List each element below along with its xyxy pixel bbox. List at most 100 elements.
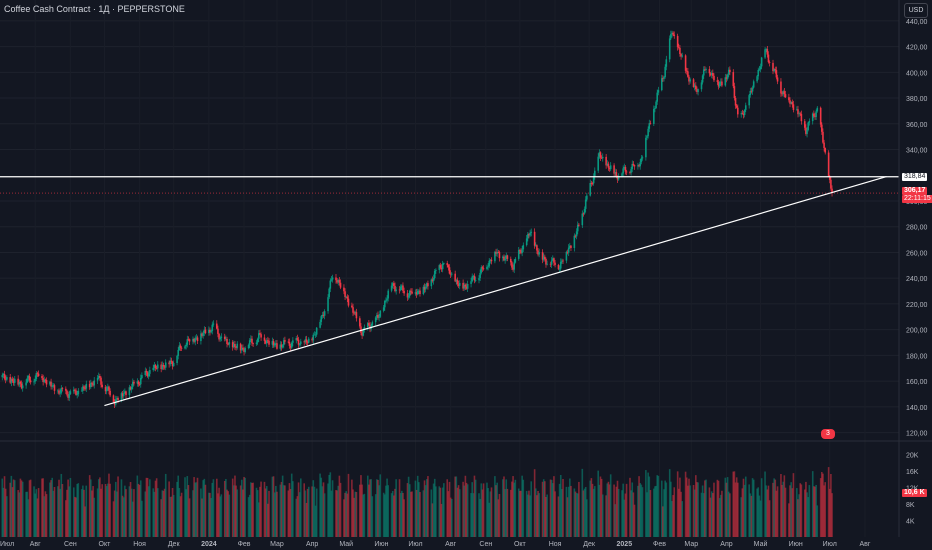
candle-body: [567, 247, 570, 253]
volume-bar: [473, 475, 476, 537]
events-badge[interactable]: 3: [821, 429, 835, 439]
candle-body: [418, 290, 420, 292]
candle-body: [29, 380, 32, 383]
volume-bar: [685, 477, 688, 537]
volume-bar: [615, 486, 618, 537]
candle-body: [160, 364, 162, 370]
volume-bar: [623, 499, 626, 537]
volume-bar: [252, 482, 254, 537]
volume-bar: [163, 488, 166, 537]
candle-body: [242, 347, 244, 350]
volume-bar: [107, 483, 109, 537]
candle-body: [28, 376, 31, 381]
volume-bar: [633, 504, 636, 537]
volume-bar: [504, 489, 506, 537]
time-tick-label: Сен: [64, 541, 77, 548]
time-tick-label: Апр: [306, 541, 318, 548]
candle-body: [621, 173, 623, 176]
volume-bar: [362, 494, 365, 537]
candle-body: [146, 372, 149, 377]
volume-bar: [65, 500, 67, 537]
volume-bar: [164, 473, 167, 537]
volume-bar: [93, 497, 96, 537]
time-axis[interactable]: Июл Авг Сен Окт Ноя Дек 2024 Фев Мар Апр Май Июн Июл…: [0, 540, 871, 548]
candle-body: [639, 162, 641, 167]
candle-body: [550, 260, 553, 265]
volume-bar: [276, 491, 278, 537]
volume-bar: [522, 479, 525, 537]
volume-bar: [385, 485, 387, 537]
candle-body: [256, 338, 259, 343]
candle-body: [25, 382, 27, 386]
candle-body: [791, 102, 794, 105]
volume-bar: [34, 493, 36, 537]
candle-body: [284, 340, 286, 342]
volume-bar: [259, 486, 261, 537]
volume-bar: [179, 496, 182, 537]
candle-body: [188, 339, 191, 342]
candle-body: [726, 74, 729, 79]
candle-body: [394, 285, 396, 292]
currency-button[interactable]: USD: [904, 3, 928, 18]
candle-body: [541, 252, 544, 260]
volume-bar: [323, 493, 326, 537]
volume-bar: [718, 498, 721, 537]
volume-bar: [654, 486, 656, 537]
candle-body: [210, 330, 212, 333]
volume-bar: [823, 485, 825, 537]
volume-bar: [231, 478, 234, 537]
volume-bar: [187, 485, 190, 537]
candle-body: [583, 208, 586, 214]
candle-body: [737, 107, 739, 115]
volume-bar: [716, 479, 719, 537]
volume-bar: [188, 498, 191, 537]
volume-bar: [354, 491, 357, 537]
candle-body: [821, 124, 823, 132]
candle-body: [387, 290, 390, 299]
volume-bar: [35, 489, 38, 537]
candle-body: [201, 333, 203, 336]
candle-body: [803, 121, 806, 128]
candle-body: [828, 176, 831, 180]
volume-bar: [239, 485, 242, 537]
volume-bar: [783, 475, 786, 537]
candle-body: [401, 285, 403, 287]
candle-body: [814, 116, 816, 117]
candle-body: [450, 273, 453, 275]
price-axis[interactable]: 440,00420,00400,00380,00360,00340,00300,…: [906, 19, 928, 438]
volume-bar: [155, 478, 158, 537]
volume-bar: [726, 477, 729, 537]
candle-body: [187, 339, 190, 341]
candle-body: [578, 224, 580, 226]
trend-line[interactable]: [104, 175, 887, 407]
volume-bar: [44, 491, 47, 537]
candle-body: [339, 282, 342, 288]
volume-bar: [743, 484, 746, 537]
candle-body: [304, 339, 307, 343]
candle-body: [164, 362, 167, 368]
candle-body: [66, 390, 68, 395]
candle-body: [88, 383, 91, 388]
candle-body: [438, 265, 441, 270]
candle-body: [792, 104, 795, 110]
volume-bar: [331, 480, 334, 537]
volume-bar: [721, 490, 723, 537]
candle-body: [212, 323, 215, 325]
volume-bar: [72, 487, 75, 537]
volume-bar: [379, 474, 382, 537]
candle-body: [538, 252, 540, 255]
candle-body: [195, 337, 198, 339]
candle-body: [83, 386, 85, 389]
candle-body: [49, 381, 51, 385]
volume-bar: [236, 489, 239, 537]
volume-bar: [83, 489, 85, 537]
candle-body: [276, 343, 278, 349]
candle-body: [573, 235, 576, 249]
candle-body: [464, 284, 467, 287]
volume-bar: [368, 484, 370, 537]
volume-bar: [629, 477, 631, 537]
candle-body: [236, 343, 239, 348]
volume-bar: [665, 482, 668, 537]
time-tick-label: Ноя: [549, 541, 562, 548]
